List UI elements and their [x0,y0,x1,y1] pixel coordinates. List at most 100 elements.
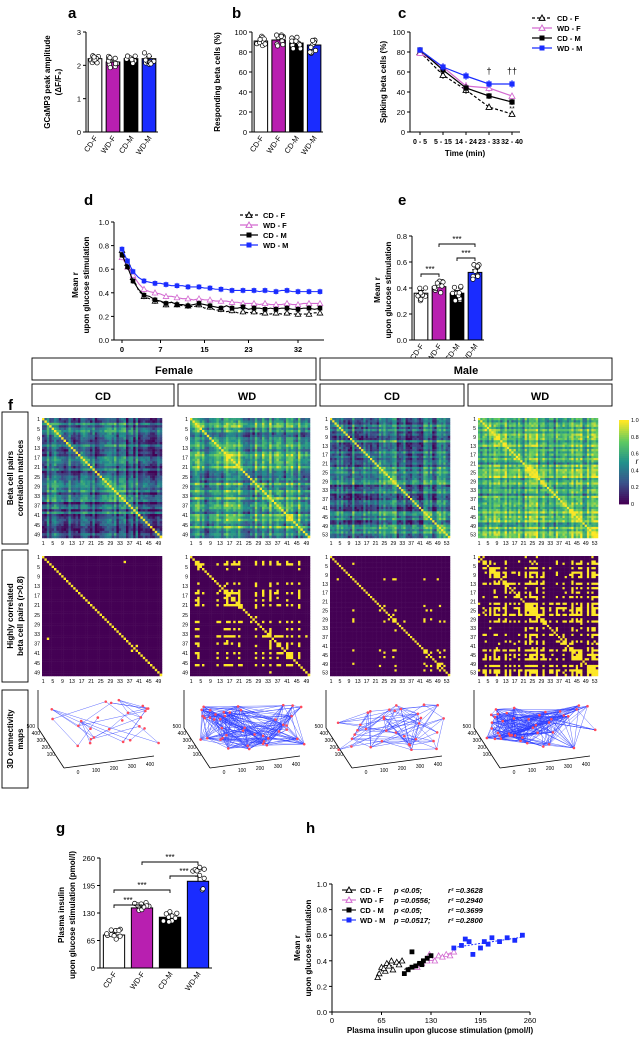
heatmap-cell [90,475,93,479]
heatmap-cell [42,485,45,488]
heatmap-cell [123,418,127,421]
binary-cell [145,604,148,607]
heatmap-cell [66,494,69,498]
binary-cell [75,604,79,607]
binary-cell [159,565,163,569]
heatmap-cell [92,430,96,433]
heatmap-cell [114,518,117,522]
heatmap-cell [90,463,93,467]
heatmap-cell [85,444,88,448]
heatmap-cell [99,451,103,455]
binary-cell [150,642,153,646]
binary-cell [140,635,144,638]
heatmap-cell [46,463,50,467]
heatmap-cell [49,502,52,505]
heatmap-cell [73,485,76,488]
heatmap-cell [130,442,134,445]
heatmap-cell [150,427,153,431]
binary-cell [58,577,62,581]
binary-cell [61,637,64,641]
heatmap-cell [102,478,105,481]
heatmap-cell [90,444,93,448]
binary-cell [70,599,74,602]
binary-cell [87,618,91,622]
binary-cell [46,560,50,564]
heatmap-cell [128,420,132,424]
binary-cell [70,635,74,638]
heatmap-cell [44,478,48,481]
heatmap-cell [58,490,62,493]
heatmap-cell [157,439,160,443]
heatmap-cell [73,451,76,455]
binary-cell [130,611,134,614]
binary-cell [150,611,153,614]
binary-cell [78,628,81,631]
panel-letter-b: b [232,5,241,22]
heatmap-cell [104,434,108,438]
binary-cell [82,575,86,578]
binary-cell [135,556,139,559]
heatmap-cell [102,444,105,448]
heatmap-cell [51,499,55,503]
binary-cell [94,570,98,574]
heatmap-cell [46,523,50,527]
binary-cell [58,632,62,636]
binary-cell [73,640,76,643]
heatmap-cell [142,422,146,426]
binary-cell [147,613,151,617]
heatmap-cell [111,535,115,539]
binary-cell [90,647,93,650]
binary-cell [150,580,153,583]
binary-cell [102,628,105,631]
binary-cell [46,632,50,636]
heatmap-cell [68,446,72,450]
binary-cell [94,618,98,622]
heatmap-cell [42,490,45,493]
heatmap-cell [49,482,52,486]
heatmap-cell [140,490,144,493]
heatmap-cell [102,427,105,431]
binary-cell [61,618,64,622]
binary-cell [73,637,76,641]
binary-cell [142,572,146,576]
binary-cell [42,611,45,614]
heatmap-cell [80,530,84,534]
binary-cell [54,556,57,559]
binary-cell [138,606,141,610]
binary-cell [94,558,98,562]
binary-cell [42,587,45,590]
panel-f-row-label-box [1,411,29,545]
heatmap-cell [54,494,57,498]
heatmap-cell [109,430,112,433]
heatmap-cell [138,502,141,505]
heatmap-cell [109,470,112,474]
heatmap-cell [118,427,122,431]
binary-cell [154,556,158,559]
heatmap-cell [135,478,139,481]
panel-e-y-tick-label: 0.2 [397,310,407,319]
binary-cell [51,558,55,562]
heatmap-cell [70,492,74,496]
heatmap-cell [140,461,144,464]
heatmap-cell [42,468,45,472]
binary-cell [75,620,79,624]
binary-cell [138,568,141,571]
panel-d-point [283,309,291,316]
panel-d-y-tick-label: 0.8 [99,242,109,251]
binary-cell [61,599,64,602]
heatmap-cell [157,494,160,498]
heatmap-cell [152,427,156,431]
heatmap-cell [116,509,120,512]
heatmap-cell [135,461,139,464]
binary-cell [54,582,57,586]
binary-cell [104,587,108,590]
binary-cell [75,599,79,602]
binary-cell [90,613,93,617]
binary-cell [42,558,45,562]
heatmap-cell [128,528,132,532]
heatmap-cell [82,485,86,488]
heatmap-cell [66,461,69,464]
binary-cell [49,618,52,622]
binary-cell [159,596,163,600]
binary-cell [123,620,127,624]
